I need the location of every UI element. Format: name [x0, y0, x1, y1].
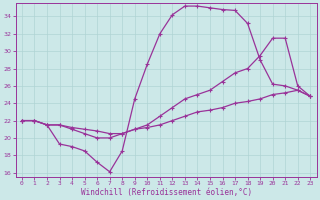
X-axis label: Windchill (Refroidissement éolien,°C): Windchill (Refroidissement éolien,°C) [81, 188, 252, 197]
